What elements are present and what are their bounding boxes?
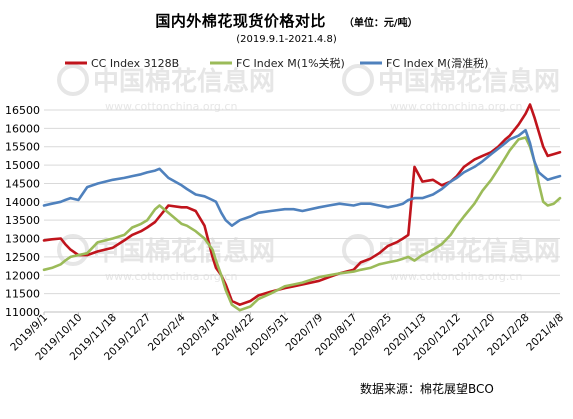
y-tick-label: 14500 [5,177,40,190]
series-layer [42,103,562,312]
data-source-note: 数据来源：棉花展望BCO [360,382,494,396]
y-tick-label: 13000 [5,233,40,246]
watermark: 中国棉花信息网 www.cottonchina.org.cn [342,234,560,283]
y-tick-label: 15000 [5,159,40,172]
grid-layer: 11000 11500 12000 12500 13000 13500 14000 14500… [5,104,560,319]
y-tick-label: 14000 [5,196,40,209]
y-tick-label: 12000 [5,269,40,282]
watermark-url: www.cottonchina.org.cn [390,100,522,113]
legend-layer: CC Index 3128B FC Index M(1%关税) FC Index M… [65,56,488,70]
series-line [42,136,562,312]
series-line [42,128,562,227]
legend-label: CC Index 3128B [91,57,179,70]
chart-title: 国内外棉花现货价格对比 [155,12,326,30]
watermark-logo-icon [57,64,89,96]
watermark: 中国棉花信息网 www.cottonchina.org.cn [342,64,560,113]
y-tick-label: 12500 [5,251,40,264]
watermark-url: www.cottonchina.org.cn [105,100,237,113]
watermark: 中国棉花信息网 www.cottonchina.org.cn [57,64,275,113]
chart-unit: （单位：元/吨） [343,18,418,29]
watermark-logo-icon [342,64,374,96]
watermark-text: 中国棉花信息网 [378,66,560,97]
watermark-logo-icon [57,234,89,266]
watermark: 中国棉花信息网 www.cottonchina.org.cn [57,234,275,283]
watermark-text: 中国棉花信息网 [93,236,275,267]
watermark-url: www.cottonchina.org.cn [105,270,237,283]
watermark-text: 中国棉花信息网 [378,236,560,267]
legend-label: FC Index M(1%关税) [236,56,345,70]
y-tick-label: 16000 [5,122,40,135]
y-tick-label: 11500 [5,288,40,301]
watermark-url: www.cottonchina.org.cn [390,270,522,283]
watermark-text: 中国棉花信息网 [93,66,275,97]
y-tick-label: 11000 [5,306,40,319]
legend-label: FC Index M(滑准税) [386,56,488,70]
y-tick-label: 13500 [5,214,40,227]
y-tick-label: 15500 [5,141,40,154]
chart-title-block: 国内外棉花现货价格对比 （单位：元/吨） [0,10,573,31]
chart-subtitle: (2019.9.1-2021.4.8) [236,34,337,45]
y-tick-label: 16500 [5,104,40,117]
axis-layer: 2019/9/12019/10/102019/11/182019/12/2720… [8,311,566,363]
series-line [42,103,562,307]
x-tick-label: 2021/4/8 [524,312,566,354]
